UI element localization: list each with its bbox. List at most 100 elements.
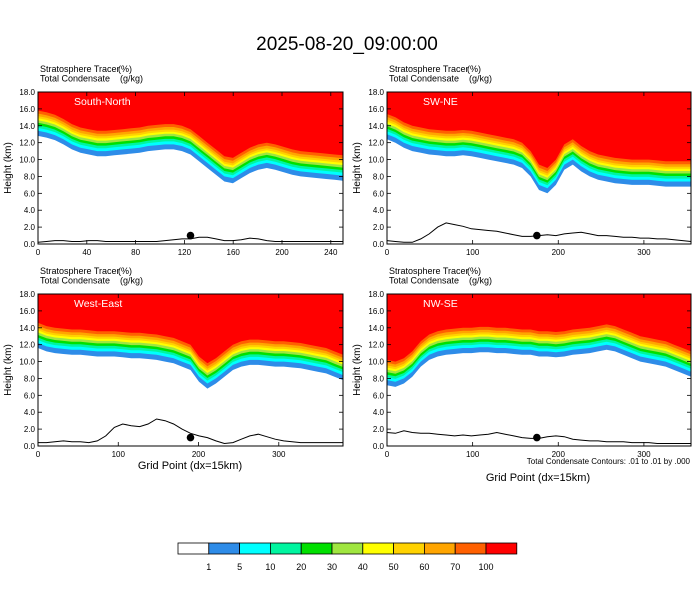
x-tick-label: 120	[178, 248, 192, 257]
y-tick-label: 6.0	[373, 189, 385, 198]
tracer-band-100	[387, 294, 691, 362]
colorbar-box	[485, 542, 518, 555]
colorbar-label: 30	[327, 562, 337, 572]
plot-frame	[37, 91, 344, 245]
terrain-line	[38, 418, 343, 445]
figure-title: 2025-08-20_09:00:00	[256, 34, 438, 55]
x-tick-label: 100	[466, 450, 480, 459]
x-tick-label: 200	[552, 248, 566, 257]
colorbar-box	[239, 542, 271, 555]
y-tick-label: 8.0	[373, 172, 385, 181]
tracer-field	[38, 92, 343, 243]
colorbar-box	[331, 542, 364, 555]
x-axis-label-right: Grid Point (dx=15km)	[486, 472, 590, 484]
colorbar-label: 70	[450, 562, 460, 572]
colorbar-label: 1	[206, 562, 211, 572]
x-tick-label: 200	[552, 450, 566, 459]
colorbar-box	[269, 542, 302, 555]
y-axis-label: Height (km)	[3, 344, 14, 396]
location-marker	[186, 433, 195, 442]
colorbar-label: 10	[265, 562, 275, 572]
colorbar: 1 5 10 20 30 40 50 60 70 100	[177, 542, 518, 572]
x-tick-label: 240	[324, 248, 338, 257]
subtitle-unit: (g/kg)	[469, 276, 492, 286]
colorbar-box	[454, 542, 487, 555]
y-tick-label: 14.0	[368, 324, 384, 333]
y-tick-label: 12.0	[19, 341, 35, 350]
x-axis-label-left: Grid Point (dx=15km)	[138, 460, 242, 472]
subtitle-unit: (%)	[118, 64, 132, 74]
subtitle-unit: (g/kg)	[120, 276, 143, 286]
colorbar-box	[177, 542, 210, 555]
subtitle-line: Total Condensate	[389, 74, 459, 84]
subtitle-unit: (%)	[118, 266, 132, 276]
x-tick-label: 0	[385, 248, 390, 257]
location-marker	[533, 231, 541, 240]
y-tick-label: 12.0	[19, 139, 35, 148]
y-tick-label: 18.0	[368, 290, 384, 299]
tracer-band-100	[38, 92, 343, 158]
y-tick-label: 14.0	[19, 324, 35, 333]
y-tick-label: 10.0	[368, 156, 384, 165]
subtitle-line: Total Condensate	[389, 276, 459, 286]
colorbar-label: 5	[237, 562, 242, 572]
y-tick-label: 10.0	[19, 156, 35, 165]
y-tick-label: 18.0	[19, 88, 35, 97]
tracer-field	[387, 92, 691, 243]
colorbar-box	[208, 542, 241, 555]
y-tick-label: 6.0	[373, 391, 385, 400]
y-tick-label: 0.0	[24, 240, 36, 249]
x-tick-label: 100	[112, 450, 126, 459]
y-tick-label: 6.0	[24, 189, 36, 198]
x-tick-label: 160	[227, 248, 241, 257]
colorbar-label: 50	[389, 562, 399, 572]
x-tick-label: 100	[466, 248, 480, 257]
y-tick-label: 8.0	[24, 374, 36, 383]
tracer-field	[387, 294, 691, 444]
y-tick-label: 4.0	[373, 206, 385, 215]
subtitle-unit: (%)	[467, 266, 481, 276]
subtitle-line: Stratosphere Tracer	[40, 64, 120, 74]
subtitle-unit: (g/kg)	[120, 74, 143, 84]
x-tick-label: 300	[637, 248, 651, 257]
subtitle-unit: (%)	[467, 64, 481, 74]
y-tick-label: 14.0	[368, 122, 384, 131]
y-tick-label: 8.0	[24, 172, 36, 181]
x-tick-label: 0	[36, 450, 41, 459]
y-tick-label: 16.0	[19, 105, 35, 114]
colorbar-box	[423, 542, 456, 555]
x-tick-label: 0	[385, 450, 390, 459]
plot-frame	[386, 293, 692, 447]
panel-label: NW-SE	[423, 298, 458, 310]
y-tick-label: 12.0	[368, 341, 384, 350]
y-tick-label: 10.0	[19, 358, 35, 367]
subtitle-line: Stratosphere Tracer	[389, 266, 469, 276]
y-axis-label: Height (km)	[352, 142, 363, 194]
colorbar-box	[362, 542, 394, 555]
contour-note: Total Condensate Contours: .01 to .01 by…	[527, 457, 691, 466]
y-tick-label: 18.0	[19, 290, 35, 299]
colorbar-label: 60	[419, 562, 429, 572]
tracer-band-100	[38, 294, 343, 364]
y-tick-label: 2.0	[373, 223, 385, 232]
location-marker	[533, 433, 541, 442]
subtitle-line: Total Condensate	[40, 276, 110, 286]
y-tick-label: 16.0	[368, 105, 384, 114]
subtitle-line: Stratosphere Tracer	[389, 64, 469, 74]
y-tick-label: 4.0	[24, 408, 36, 417]
colorbar-label: 100	[478, 562, 493, 572]
y-tick-label: 4.0	[373, 408, 385, 417]
x-tick-label: 200	[192, 450, 206, 459]
panel-label: SW-NE	[423, 96, 458, 108]
colorbar-box	[300, 542, 333, 555]
x-tick-label: 40	[82, 248, 91, 257]
y-axis-label: Height (km)	[352, 344, 363, 396]
plot-frame	[386, 91, 692, 245]
y-tick-label: 2.0	[24, 223, 36, 232]
colorbar-label: 40	[358, 562, 368, 572]
y-axis-label: Height (km)	[3, 142, 14, 194]
tracer-field	[38, 294, 343, 445]
